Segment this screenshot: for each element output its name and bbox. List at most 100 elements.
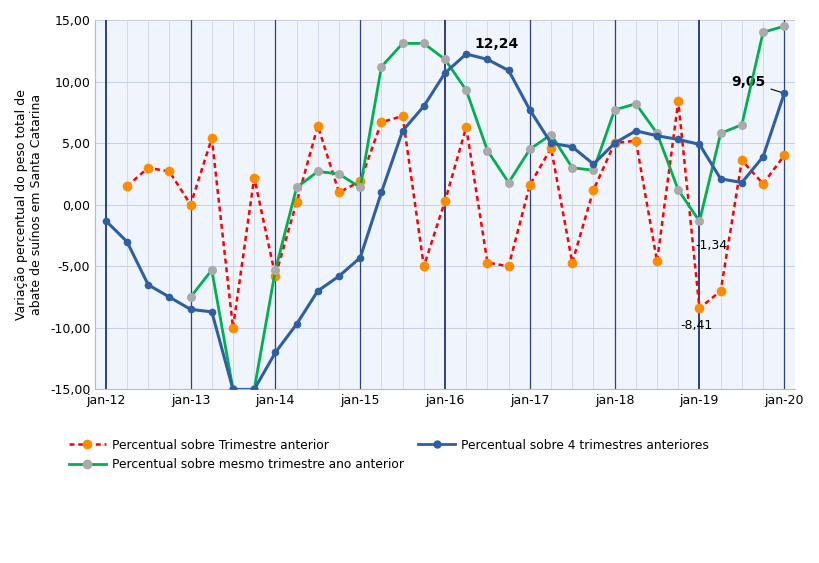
Percentual sobre 4 trimestres anteriores (778, 90, 788, 97)
Percentual sobre Trimestre anterior (143, 164, 153, 171)
Percentual sobre mesmo trimestre ano anterior (249, 386, 259, 393)
Percentual sobre mesmo trimestre ano anterior (694, 218, 704, 225)
Percentual sobre Trimestre anterior (545, 145, 555, 151)
Percentual sobre mesmo trimestre ano anterior (545, 131, 555, 138)
Percentual sobre mesmo trimestre ano anterior (355, 184, 364, 191)
Percentual sobre 4 trimestres anteriores (545, 140, 555, 146)
Percentual sobre mesmo trimestre ano anterior (758, 29, 767, 35)
Percentual sobre 4 trimestres anteriores (715, 176, 725, 182)
Percentual sobre Trimestre anterior (630, 137, 640, 144)
Percentual sobre Trimestre anterior (715, 288, 725, 294)
Percentual sobre Trimestre anterior (313, 123, 323, 129)
Percentual sobre mesmo trimestre ano anterior (419, 40, 428, 47)
Percentual sobre Trimestre anterior (503, 263, 513, 270)
Percentual sobre Trimestre anterior (651, 258, 661, 265)
Percentual sobre 4 trimestres anteriores (292, 321, 301, 328)
Percentual sobre Trimestre anterior (482, 259, 491, 266)
Percentual sobre Trimestre anterior (736, 157, 746, 164)
Percentual sobre mesmo trimestre ano anterior (736, 121, 746, 128)
Percentual sobre mesmo trimestre ano anterior (313, 168, 323, 175)
Percentual sobre mesmo trimestre ano anterior (630, 100, 640, 107)
Line: Percentual sobre Trimestre anterior: Percentual sobre Trimestre anterior (122, 96, 788, 333)
Percentual sobre 4 trimestres anteriores (736, 179, 746, 186)
Percentual sobre mesmo trimestre ano anterior (397, 40, 407, 47)
Percentual sobre Trimestre anterior (165, 168, 174, 175)
Percentual sobre 4 trimestres anteriores (651, 132, 661, 139)
Percentual sobre 4 trimestres anteriores (503, 67, 513, 74)
Percentual sobre mesmo trimestre ano anterior (672, 186, 682, 193)
Percentual sobre 4 trimestres anteriores (630, 127, 640, 134)
Percentual sobre 4 trimestres anteriores (461, 51, 471, 57)
Percentual sobre Trimestre anterior (461, 124, 471, 131)
Percentual sobre Trimestre anterior (228, 324, 238, 331)
Percentual sobre Trimestre anterior (567, 259, 577, 266)
Percentual sobre 4 trimestres anteriores (143, 282, 153, 288)
Percentual sobre Trimestre anterior (609, 140, 619, 146)
Percentual sobre 4 trimestres anteriores (206, 309, 216, 315)
Percentual sobre Trimestre anterior (355, 178, 364, 185)
Line: Percentual sobre 4 trimestres anteriores: Percentual sobre 4 trimestres anteriores (102, 50, 787, 393)
Percentual sobre 4 trimestres anteriores (524, 106, 534, 113)
Percentual sobre mesmo trimestre ano anterior (567, 164, 577, 171)
Percentual sobre 4 trimestres anteriores (694, 141, 704, 148)
Percentual sobre 4 trimestres anteriores (228, 386, 238, 393)
Percentual sobre 4 trimestres anteriores (270, 349, 280, 356)
Percentual sobre 4 trimestres anteriores (333, 272, 343, 279)
Percentual sobre 4 trimestres anteriores (165, 294, 174, 301)
Percentual sobre 4 trimestres anteriores (758, 153, 767, 160)
Percentual sobre Trimestre anterior (524, 182, 534, 189)
Legend: Percentual sobre Trimestre anterior, Percentual sobre mesmo trimestre ano anteri: Percentual sobre Trimestre anterior, Per… (64, 434, 713, 476)
Percentual sobre 4 trimestres anteriores (672, 136, 682, 143)
Percentual sobre 4 trimestres anteriores (355, 254, 364, 261)
Percentual sobre 4 trimestres anteriores (185, 306, 195, 313)
Percentual sobre mesmo trimestre ano anterior (609, 106, 619, 113)
Text: -8,41: -8,41 (680, 319, 712, 332)
Percentual sobre mesmo trimestre ano anterior (482, 147, 491, 154)
Percentual sobre Trimestre anterior (778, 152, 788, 159)
Percentual sobre mesmo trimestre ano anterior (778, 23, 788, 29)
Percentual sobre mesmo trimestre ano anterior (185, 294, 195, 301)
Percentual sobre Trimestre anterior (333, 189, 343, 196)
Percentual sobre 4 trimestres anteriores (397, 127, 407, 134)
Percentual sobre mesmo trimestre ano anterior (333, 171, 343, 177)
Percentual sobre Trimestre anterior (122, 183, 132, 190)
Percentual sobre Trimestre anterior (672, 98, 682, 105)
Percentual sobre mesmo trimestre ano anterior (715, 130, 725, 137)
Percentual sobre mesmo trimestre ano anterior (503, 179, 513, 186)
Percentual sobre Trimestre anterior (292, 199, 301, 205)
Percentual sobre Trimestre anterior (758, 180, 767, 187)
Percentual sobre mesmo trimestre ano anterior (524, 146, 534, 153)
Y-axis label: Variação percentual do peso total de
abate de suínos em Santa Catarina: Variação percentual do peso total de aba… (15, 90, 43, 320)
Percentual sobre Trimestre anterior (270, 272, 280, 279)
Text: 12,24: 12,24 (468, 37, 518, 53)
Percentual sobre Trimestre anterior (694, 305, 704, 312)
Percentual sobre Trimestre anterior (419, 263, 428, 270)
Percentual sobre 4 trimestres anteriores (482, 56, 491, 63)
Percentual sobre 4 trimestres anteriores (249, 386, 259, 393)
Text: -1,34: -1,34 (695, 239, 726, 252)
Percentual sobre mesmo trimestre ano anterior (588, 167, 598, 173)
Text: 9,05: 9,05 (731, 75, 781, 92)
Percentual sobre 4 trimestres anteriores (567, 144, 577, 150)
Percentual sobre Trimestre anterior (397, 113, 407, 119)
Percentual sobre Trimestre anterior (376, 119, 386, 126)
Percentual sobre Trimestre anterior (440, 198, 450, 204)
Percentual sobre 4 trimestres anteriores (101, 217, 111, 224)
Percentual sobre 4 trimestres anteriores (609, 140, 619, 146)
Percentual sobre 4 trimestres anteriores (588, 160, 598, 167)
Percentual sobre Trimestre anterior (588, 186, 598, 193)
Percentual sobre mesmo trimestre ano anterior (440, 56, 450, 63)
Percentual sobre 4 trimestres anteriores (440, 70, 450, 77)
Percentual sobre mesmo trimestre ano anterior (461, 87, 471, 93)
Percentual sobre 4 trimestres anteriores (313, 288, 323, 294)
Percentual sobre Trimestre anterior (249, 174, 259, 181)
Percentual sobre mesmo trimestre ano anterior (206, 267, 216, 274)
Percentual sobre mesmo trimestre ano anterior (292, 184, 301, 191)
Percentual sobre mesmo trimestre ano anterior (376, 64, 386, 70)
Percentual sobre Trimestre anterior (185, 202, 195, 208)
Percentual sobre mesmo trimestre ano anterior (270, 267, 280, 274)
Percentual sobre 4 trimestres anteriores (376, 189, 386, 196)
Percentual sobre Trimestre anterior (206, 135, 216, 142)
Line: Percentual sobre mesmo trimestre ano anterior: Percentual sobre mesmo trimestre ano ant… (186, 21, 788, 394)
Percentual sobre 4 trimestres anteriores (122, 238, 132, 245)
